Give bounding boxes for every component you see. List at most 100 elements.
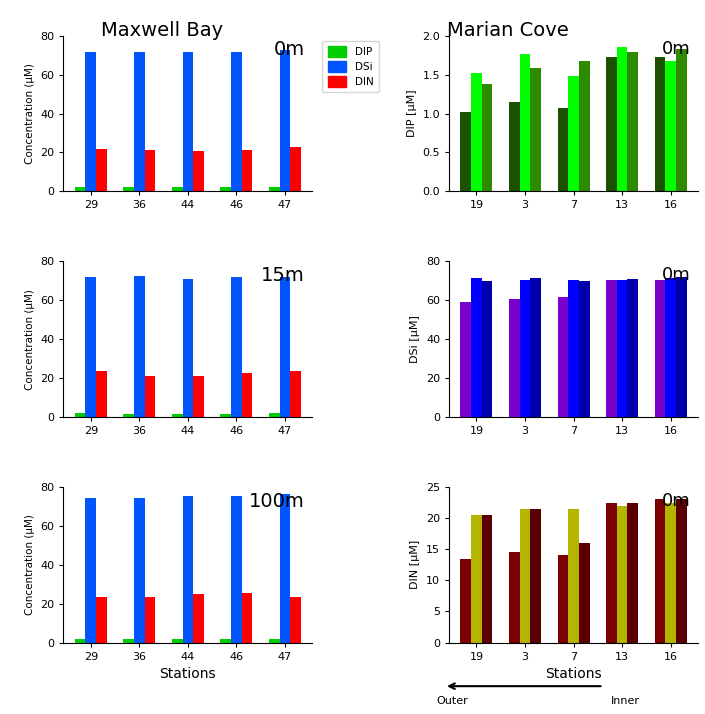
Bar [568, 280, 579, 417]
Bar [145, 151, 155, 191]
Bar [290, 146, 301, 191]
Text: 0m: 0m [662, 492, 690, 510]
Bar [134, 498, 145, 643]
X-axis label: Stations: Stations [159, 667, 216, 681]
Bar [123, 188, 134, 191]
Bar [627, 503, 638, 643]
Bar [676, 499, 687, 643]
Bar [96, 371, 106, 417]
Text: Outer: Outer [436, 695, 468, 705]
Bar [530, 68, 541, 191]
Bar [676, 277, 687, 417]
Bar [134, 52, 145, 191]
Bar [231, 277, 242, 417]
Bar [530, 278, 541, 417]
Bar [666, 278, 676, 417]
Y-axis label: Concentration (μM): Concentration (μM) [25, 288, 35, 390]
Text: 100m: 100m [249, 492, 305, 511]
Bar [172, 188, 183, 191]
Bar [520, 54, 530, 191]
Bar [666, 61, 676, 191]
Bar [193, 594, 204, 643]
Bar [290, 371, 301, 417]
Bar [676, 49, 687, 191]
Bar [617, 280, 627, 417]
Bar [471, 73, 482, 191]
Bar [221, 414, 231, 417]
Bar [471, 278, 482, 417]
Bar [96, 149, 106, 191]
Bar [193, 376, 204, 417]
Bar [627, 52, 638, 191]
Bar [606, 280, 617, 417]
Bar [75, 639, 85, 643]
Text: 15m: 15m [261, 266, 305, 285]
Bar [606, 56, 617, 191]
Bar [579, 61, 589, 191]
Bar [242, 593, 252, 643]
Bar [221, 188, 231, 191]
Bar [75, 188, 85, 191]
Bar [280, 494, 290, 643]
Bar [482, 84, 493, 191]
Text: Maxwell Bay: Maxwell Bay [101, 21, 223, 41]
Bar [655, 56, 666, 191]
Bar [520, 509, 530, 643]
Bar [183, 496, 193, 643]
Bar [606, 503, 617, 643]
Bar [269, 188, 280, 191]
Bar [280, 277, 290, 417]
Bar [172, 639, 183, 643]
Text: Marian Cove: Marian Cove [447, 21, 568, 41]
Text: Inner: Inner [611, 695, 640, 705]
Bar [558, 108, 568, 191]
Bar [85, 277, 96, 417]
Bar [193, 151, 204, 191]
Bar [655, 280, 666, 417]
Bar [290, 597, 301, 643]
Bar [617, 506, 627, 643]
Bar [231, 52, 242, 191]
Bar [509, 102, 520, 191]
Text: 0m: 0m [662, 266, 690, 284]
Y-axis label: Concentration (μM): Concentration (μM) [25, 63, 35, 164]
Bar [520, 280, 530, 417]
Bar [655, 499, 666, 643]
Bar [172, 414, 183, 417]
Bar [134, 276, 145, 417]
Bar [231, 496, 242, 643]
Bar [509, 299, 520, 417]
Bar [568, 509, 579, 643]
Bar [530, 509, 541, 643]
Bar [145, 376, 155, 417]
Bar [269, 413, 280, 417]
Legend: DIP, DSi, DIN: DIP, DSi, DIN [322, 41, 379, 92]
Bar [558, 297, 568, 417]
Y-axis label: DSi [μM]: DSi [μM] [410, 315, 420, 363]
Bar [617, 47, 627, 191]
Bar [666, 503, 676, 643]
Bar [242, 151, 252, 191]
Bar [85, 498, 96, 643]
Bar [221, 639, 231, 643]
Bar [75, 413, 85, 417]
Bar [471, 515, 482, 643]
Bar [280, 50, 290, 191]
Bar [558, 555, 568, 643]
Bar [85, 52, 96, 191]
Bar [579, 281, 589, 417]
Text: 0m: 0m [274, 41, 305, 59]
Bar [460, 302, 471, 417]
Bar [460, 558, 471, 643]
Bar [96, 597, 106, 643]
Bar [627, 279, 638, 417]
Bar [183, 52, 193, 191]
Bar [568, 76, 579, 191]
Bar [242, 373, 252, 417]
Y-axis label: Concentration (μM): Concentration (μM) [25, 514, 35, 615]
Bar [269, 639, 280, 643]
Bar [509, 553, 520, 643]
X-axis label: Stations: Stations [545, 667, 602, 681]
Y-axis label: DIP [μM]: DIP [μM] [407, 90, 417, 137]
Bar [145, 597, 155, 643]
